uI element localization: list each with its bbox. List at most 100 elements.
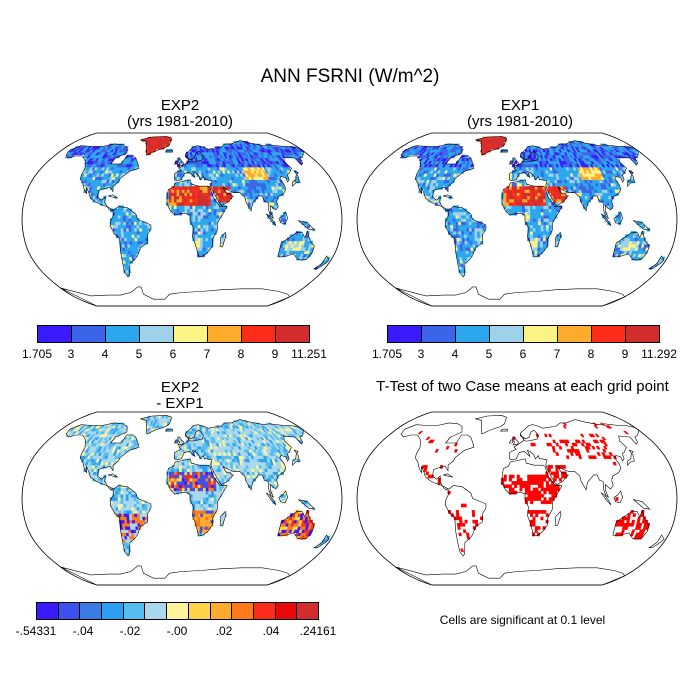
coastline-borneo <box>278 490 289 504</box>
coastline-antarctica <box>60 286 291 307</box>
coastline-antarctica <box>395 565 626 586</box>
coastline-antarctica <box>60 565 291 586</box>
coastline-north-america <box>65 422 140 491</box>
coastline-japan <box>627 170 635 187</box>
coastline-sumatra <box>600 492 612 506</box>
figure-title: ANN FSRNI (W/m^2) <box>260 66 440 87</box>
colorbar-swatch <box>387 325 422 343</box>
coastline-cuba <box>443 194 454 199</box>
colorbar-label: 1.705 <box>21 347 53 361</box>
colorbar-swatch <box>252 602 276 620</box>
coastline-antarctica <box>395 286 626 307</box>
coastline-ireland <box>173 160 178 165</box>
coastline-ireland <box>173 439 178 444</box>
coastline-new-guinea <box>298 499 316 510</box>
coastline-new-zealand <box>648 255 665 269</box>
colorbar-label: .04 <box>262 624 280 638</box>
panel-title-bottom-left: EXP2 - EXP1 <box>50 380 310 412</box>
panel-title-bottom-right: T-Test of two Case means at each grid po… <box>376 378 669 395</box>
coastline-eurasia <box>509 140 639 219</box>
colorbar-swatch <box>36 602 59 620</box>
coastline-britain <box>512 436 519 446</box>
coastline-britain <box>512 157 519 167</box>
globe-outline <box>356 411 678 586</box>
colorbar-difference: -.54331 -.04 -.02 -.00 .02 .04 .24161 <box>16 602 336 640</box>
coastline-scandinavia <box>185 150 204 163</box>
colorbar-label: 3 <box>417 347 425 361</box>
panel-title-top-right-line1: EXP1 <box>500 97 540 114</box>
colorbar-label: -.04 <box>72 624 94 638</box>
coastline-australia <box>277 230 315 261</box>
colorbar-label: .24161 <box>299 624 337 638</box>
coastlines <box>395 414 665 586</box>
coastline-cuba <box>443 473 454 478</box>
coastline-greenland <box>475 135 507 156</box>
coastline-greenland <box>140 414 172 435</box>
colorbar-label: 5 <box>485 347 493 361</box>
colorbar-label: 7 <box>553 347 561 361</box>
panel-title-top-left-line2: (yrs 1981-2010) <box>127 113 233 130</box>
globe-outline <box>21 132 343 307</box>
map-difference <box>21 411 343 586</box>
colorbar-label: 9 <box>621 347 629 361</box>
coastline-ireland <box>508 439 513 444</box>
panel-title-bottom-left-line2: - EXP1 <box>156 395 204 412</box>
coastline-new-guinea <box>298 220 316 231</box>
coastline-cuba <box>108 473 119 478</box>
colorbar-label: 5 <box>135 347 143 361</box>
colorbar-label: .02 <box>215 624 233 638</box>
map-exp1 <box>356 132 678 307</box>
coastline-iceland <box>164 149 173 153</box>
coastline-eurasia <box>174 419 304 498</box>
coastline-borneo <box>613 490 624 504</box>
coastline-new-guinea <box>633 499 651 510</box>
colorbar-label: 11.292 <box>641 347 677 361</box>
coastline-australia <box>277 509 315 540</box>
coastline-australia <box>612 230 650 261</box>
coastline-south-america <box>444 485 487 557</box>
coastline-ireland <box>508 160 513 165</box>
coastline-greenland <box>475 414 507 435</box>
colorbar-swatch <box>71 325 106 343</box>
colorbar-swatch <box>455 325 490 343</box>
colorbar-label: 3 <box>67 347 75 361</box>
coastline-scandinavia <box>520 150 539 163</box>
panel-title-top-right: EXP1 (yrs 1981-2010) <box>390 98 650 130</box>
colorbar-swatch <box>79 602 103 620</box>
colorbar-label: 8 <box>587 347 595 361</box>
coastline-madagascar <box>219 231 227 247</box>
coastline-eurasia <box>174 140 304 219</box>
coastline-britain <box>177 436 184 446</box>
colorbar-exp1: 1.705 3 4 5 6 7 8 9 11.292 <box>372 325 677 363</box>
data-cells <box>64 415 331 556</box>
colorbar-swatch <box>187 602 211 620</box>
colorbar-swatch <box>209 602 233 620</box>
coastline-new-zealand <box>648 534 665 548</box>
panel-title-bottom-left-line1: EXP2 <box>160 379 200 396</box>
colorbar-label: -.54331 <box>15 624 57 638</box>
coastline-iceland <box>164 428 173 432</box>
colorbar-swatch <box>101 602 124 620</box>
coastline-japan <box>292 449 300 466</box>
coastlines <box>60 135 330 307</box>
coastline-new-zealand <box>313 534 330 548</box>
colorbar-swatch <box>139 325 174 343</box>
significance-note: Cells are significant at 0.1 level <box>439 613 606 627</box>
panel-title-top-right-line2: (yrs 1981-2010) <box>467 113 573 130</box>
coastline-new-guinea <box>633 220 651 231</box>
coastline-south-america <box>444 206 487 278</box>
coastline-africa <box>166 179 228 258</box>
colorbar-swatch <box>489 325 524 343</box>
coastlines <box>60 414 330 586</box>
colorbar-swatch <box>122 602 146 620</box>
colorbar-swatch <box>37 325 72 343</box>
colorbar-label: 4 <box>101 347 109 361</box>
colorbar-label: 11.251 <box>291 347 327 361</box>
coastline-sumatra <box>265 213 277 227</box>
coastline-iceland <box>499 428 508 432</box>
colorbar-swatch <box>625 325 660 343</box>
coastline-madagascar <box>554 231 562 247</box>
colorbar-label: 4 <box>451 347 459 361</box>
coastline-south-america <box>109 206 152 278</box>
coastline-north-america <box>400 143 475 212</box>
